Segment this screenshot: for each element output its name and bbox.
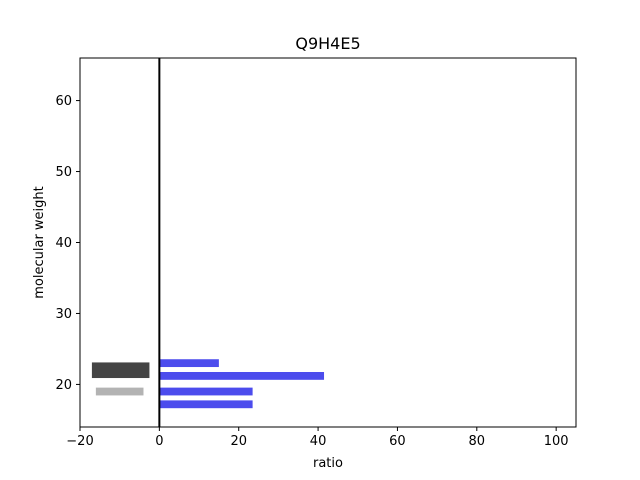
x-axis-label: ratio (313, 456, 343, 471)
bars-layer (91, 359, 325, 409)
bar-series1-3 (159, 387, 253, 396)
y-axis-label: molecular weight (32, 186, 47, 299)
x-tick-label: 20 (230, 434, 247, 449)
x-tick-label: 60 (389, 434, 406, 449)
y-tick-label: 50 (55, 165, 72, 180)
bar-series2-1 (91, 362, 150, 379)
bar-series1-4 (159, 400, 253, 409)
x-tick-label: 80 (469, 434, 486, 449)
x-tick-label: 40 (310, 434, 327, 449)
x-axis-ticks: −20 0 20 40 60 80 100 (66, 427, 569, 449)
bar-series1-2 (159, 372, 325, 380)
y-axis-ticks: 20 30 40 50 60 (55, 94, 80, 393)
x-tick-label: 0 (155, 434, 163, 449)
y-tick-label: 60 (55, 94, 72, 109)
y-tick-label: 20 (55, 378, 72, 393)
x-tick-label: −20 (66, 434, 93, 449)
y-tick-label: 30 (55, 307, 72, 322)
y-tick-label: 40 (55, 236, 72, 251)
bar-series1-1 (159, 359, 219, 368)
chart-title: Q9H4E5 (295, 34, 360, 53)
bar-series3-1 (95, 387, 144, 396)
x-tick-label: 100 (544, 434, 569, 449)
